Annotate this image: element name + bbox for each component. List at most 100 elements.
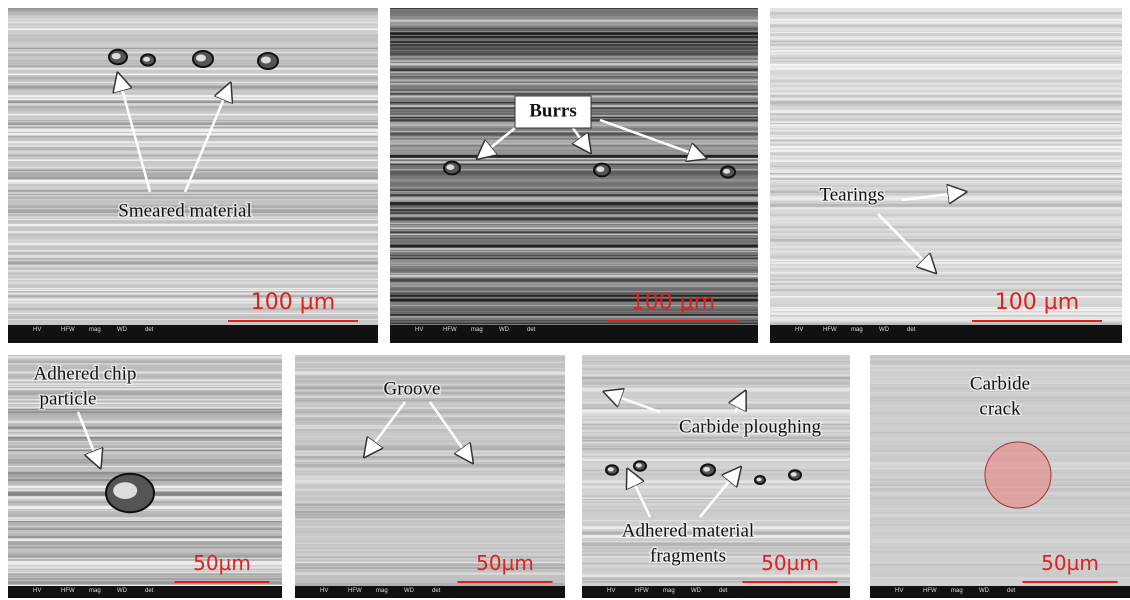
stripe <box>390 187 758 189</box>
stripe <box>770 61 1122 62</box>
stripe <box>8 52 378 53</box>
stripe <box>770 75 1122 77</box>
stripe <box>770 132 1122 134</box>
info-label: HFW <box>923 588 937 594</box>
stripe <box>390 85 758 87</box>
stripe <box>390 28 758 29</box>
stripe <box>8 435 282 437</box>
sem-panel: HVHFWmagWDdet100 µmTearings <box>770 8 1122 343</box>
stripe <box>8 48 378 49</box>
info-label: WD <box>879 327 890 333</box>
stripe <box>770 8 1122 10</box>
scale-label: 50µm <box>761 551 819 575</box>
stripe <box>770 222 1122 224</box>
stripe <box>390 260 758 261</box>
stripe <box>582 507 850 508</box>
stripe <box>295 365 565 367</box>
stripe <box>582 368 850 369</box>
stripe <box>8 224 378 226</box>
stripe <box>295 469 565 471</box>
stripe <box>390 148 758 151</box>
stripe <box>390 16 758 19</box>
stripe <box>295 432 565 435</box>
stripe <box>295 429 565 431</box>
stripe <box>870 358 1130 359</box>
stripe <box>295 478 565 479</box>
stripe <box>390 65 758 66</box>
stripe <box>770 67 1122 69</box>
stripe <box>8 450 282 451</box>
stripe <box>582 382 850 385</box>
stripe <box>770 87 1122 89</box>
stripe <box>582 494 850 495</box>
stripe <box>870 535 1130 537</box>
stripe <box>390 258 758 259</box>
stripe <box>8 26 378 27</box>
stripe <box>582 462 850 463</box>
stripe <box>390 87 758 89</box>
stripe <box>582 374 850 377</box>
micrograph: HVHFWmagWDdet100 µm <box>770 8 1122 343</box>
figure: HVHFWmagWDdet100 µmSmeared materialHVHFW… <box>0 0 1130 600</box>
stripe <box>8 239 378 241</box>
stripe <box>8 536 282 538</box>
stripe <box>8 273 378 275</box>
stripe <box>770 58 1122 59</box>
stripe <box>390 8 758 9</box>
stripe <box>8 268 378 271</box>
stripe <box>770 172 1122 174</box>
stripe <box>8 472 282 475</box>
stripe <box>8 251 378 252</box>
stripe <box>295 583 565 586</box>
debris-highlight <box>112 53 121 59</box>
stripe <box>770 266 1122 268</box>
stripe <box>390 236 758 239</box>
stripe <box>870 446 1130 447</box>
stripe <box>8 35 378 36</box>
stripe <box>8 448 282 449</box>
stripe <box>770 29 1122 31</box>
stripe <box>770 85 1122 86</box>
stripe <box>770 19 1122 21</box>
stripe <box>582 365 850 366</box>
debris-highlight <box>608 467 614 471</box>
scale-label: 100 µm <box>251 290 335 315</box>
info-label: HV <box>607 588 615 594</box>
stripe <box>582 482 850 483</box>
stripe <box>295 533 565 534</box>
stripe <box>8 13 378 15</box>
debris-highlight <box>196 55 206 62</box>
stripe <box>870 505 1130 507</box>
stripe <box>8 82 378 83</box>
stripe <box>8 167 378 168</box>
stripe <box>8 355 282 356</box>
stripe <box>295 523 565 524</box>
stripe <box>770 144 1122 145</box>
stripe <box>390 286 758 287</box>
stripe <box>8 532 282 533</box>
info-label: WD <box>117 588 128 594</box>
annotation: particle <box>40 388 97 409</box>
info-label: HV <box>33 327 41 333</box>
stripe <box>770 110 1122 113</box>
stripe <box>390 238 758 239</box>
stripe <box>390 205 758 207</box>
stripe <box>770 64 1122 67</box>
sem-panel: HVHFWmagWDdet100 µmSmeared material <box>8 8 378 344</box>
stripe <box>390 60 758 63</box>
stripe <box>770 279 1122 281</box>
stripe <box>8 143 378 145</box>
info-label: WD <box>117 327 128 333</box>
stripe <box>8 183 378 184</box>
stripe <box>295 437 565 438</box>
info-label: HFW <box>348 588 362 594</box>
stripe <box>295 419 565 421</box>
stripe <box>8 539 282 541</box>
stripe <box>390 79 758 81</box>
stripe <box>8 425 282 426</box>
stripe <box>770 93 1122 95</box>
stripe <box>295 472 565 473</box>
stripe <box>390 262 758 264</box>
info-label: det <box>1007 588 1016 594</box>
stripe <box>295 540 565 541</box>
